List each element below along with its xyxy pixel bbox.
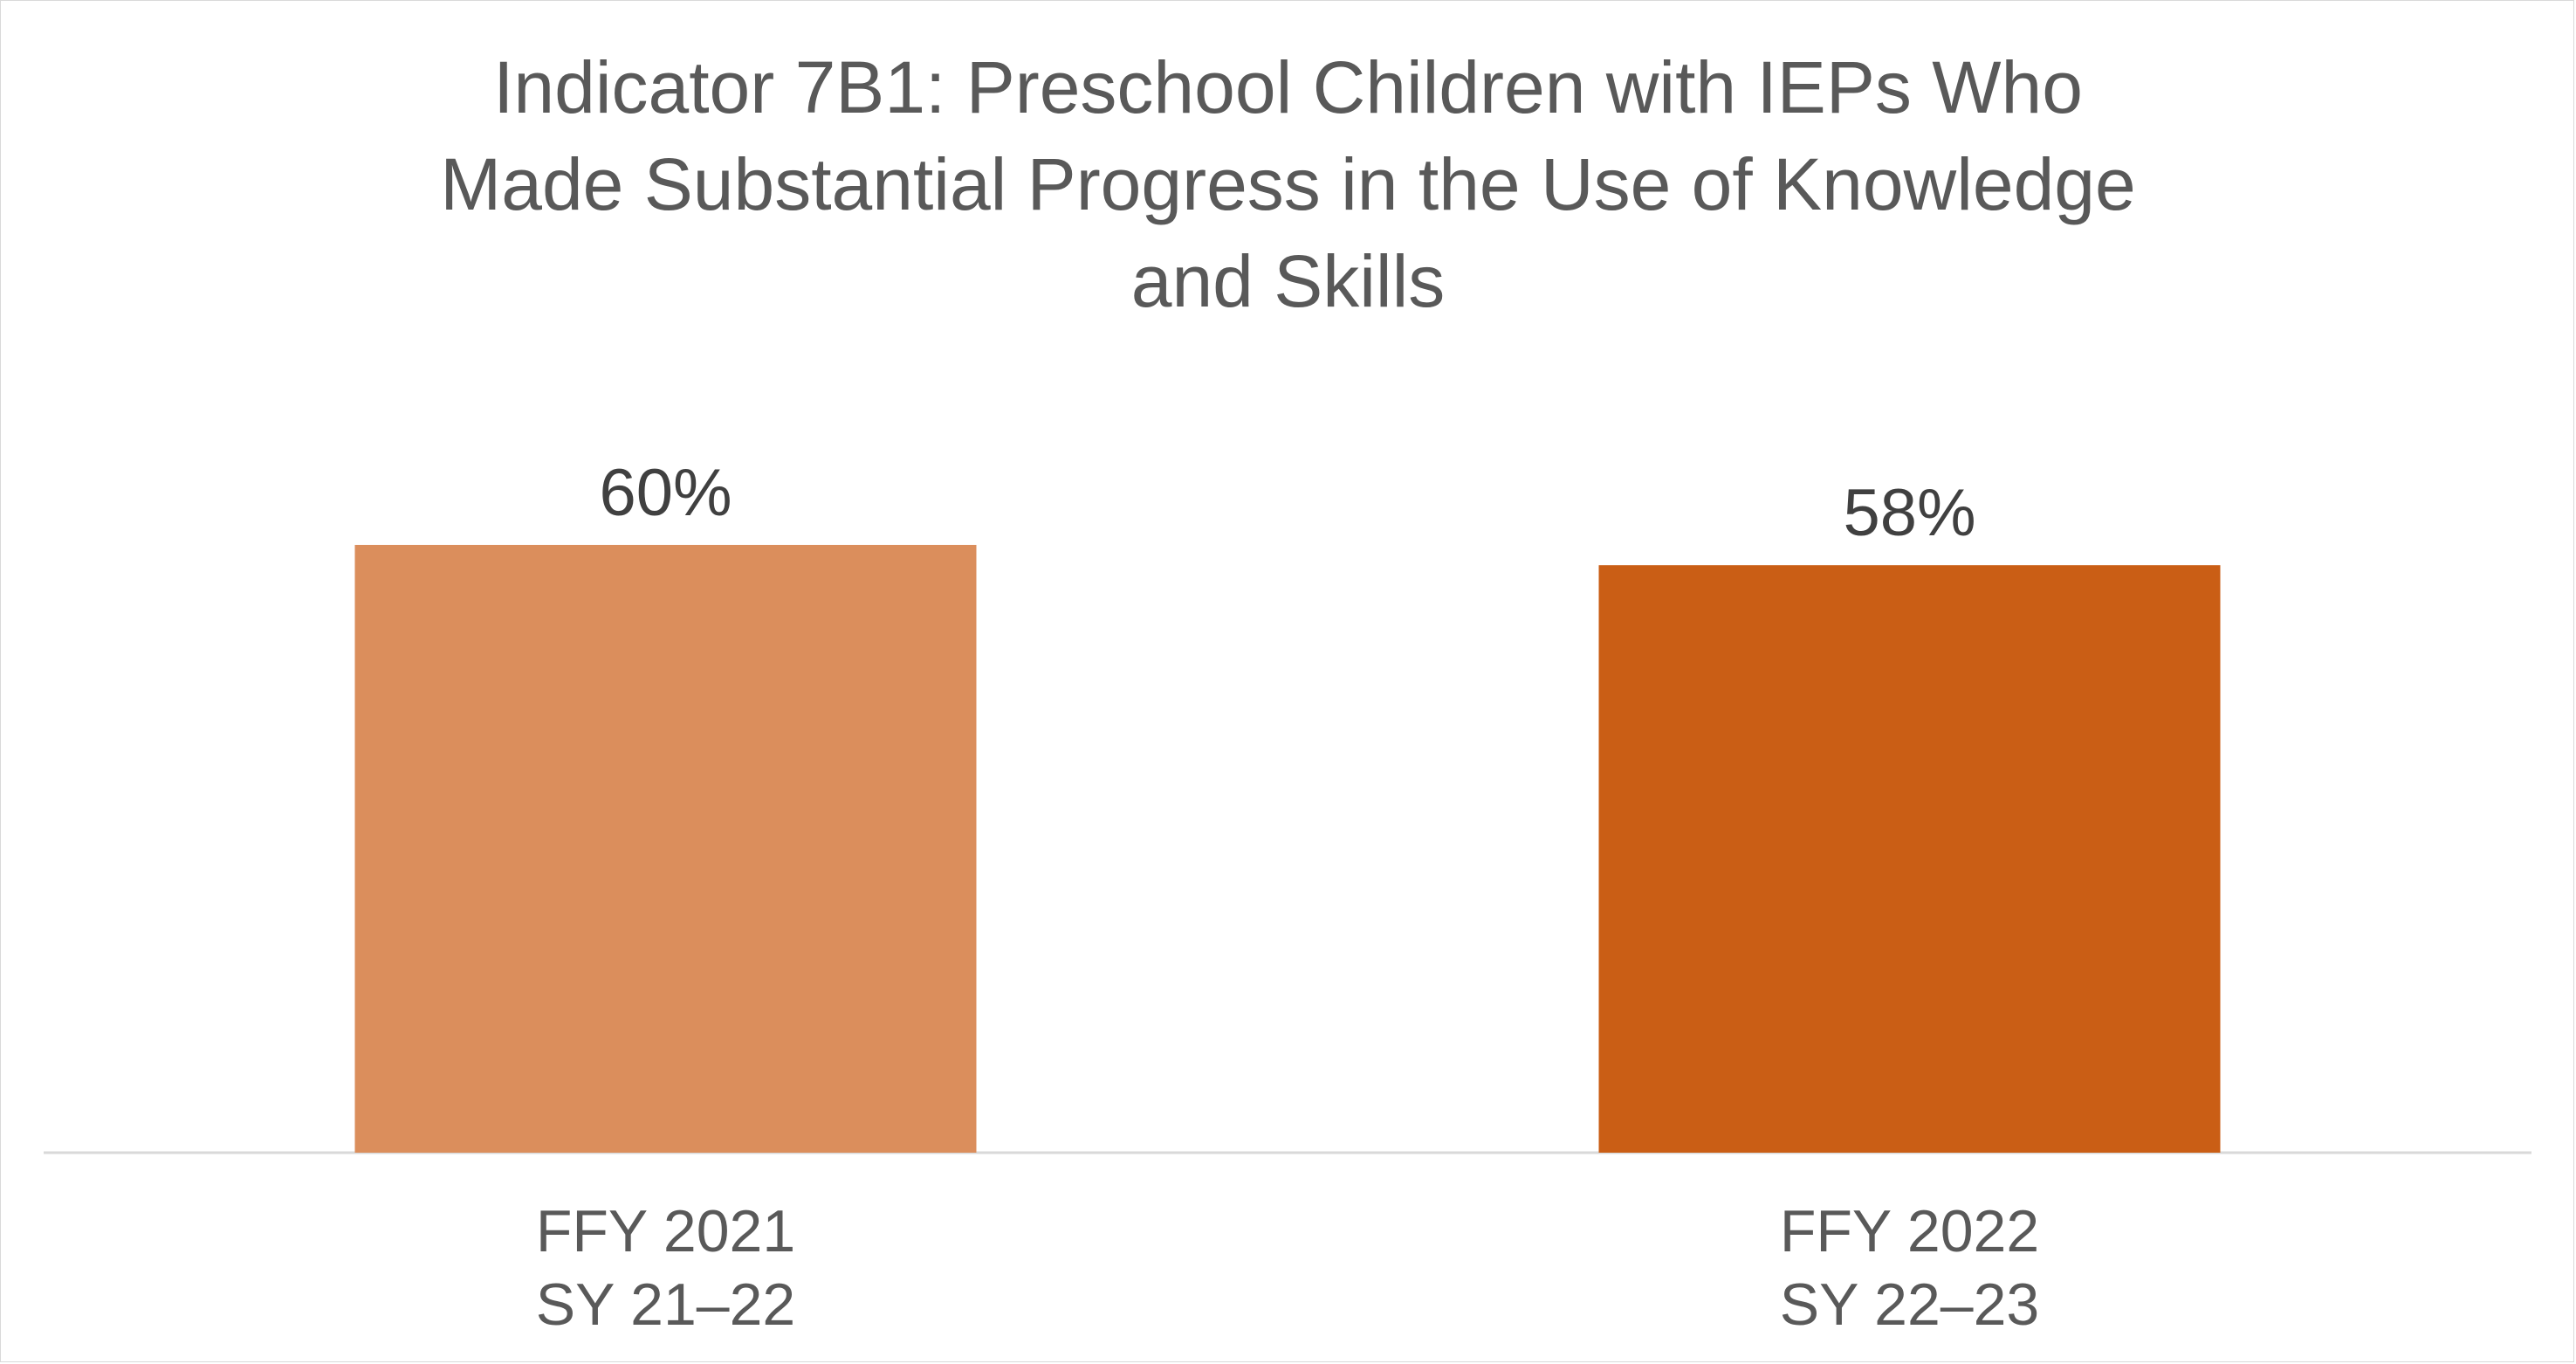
x-tick-label-1-line-1: FFY 2021 bbox=[536, 1198, 795, 1264]
data-label-2: 58% bbox=[1843, 476, 1975, 550]
x-tick-label-2-line-1: FFY 2022 bbox=[1780, 1198, 2039, 1264]
x-tick-label-2-line-2: SY 22–23 bbox=[1780, 1271, 2039, 1338]
chart-title: Indicator 7B1: Preschool Children with I… bbox=[262, 39, 2314, 330]
data-label-1: 60% bbox=[599, 456, 732, 530]
chart-title-line-3: and Skills bbox=[1130, 240, 1446, 322]
chart-title-line-1: Indicator 7B1: Preschool Children with I… bbox=[493, 46, 2083, 128]
x-tick-label-1-line-2: SY 21–22 bbox=[536, 1271, 795, 1338]
bar-1 bbox=[354, 545, 977, 1153]
chart-title-line-2: Made Substantial Progress in the Use of … bbox=[440, 143, 2136, 225]
bar-2 bbox=[1598, 565, 2221, 1153]
